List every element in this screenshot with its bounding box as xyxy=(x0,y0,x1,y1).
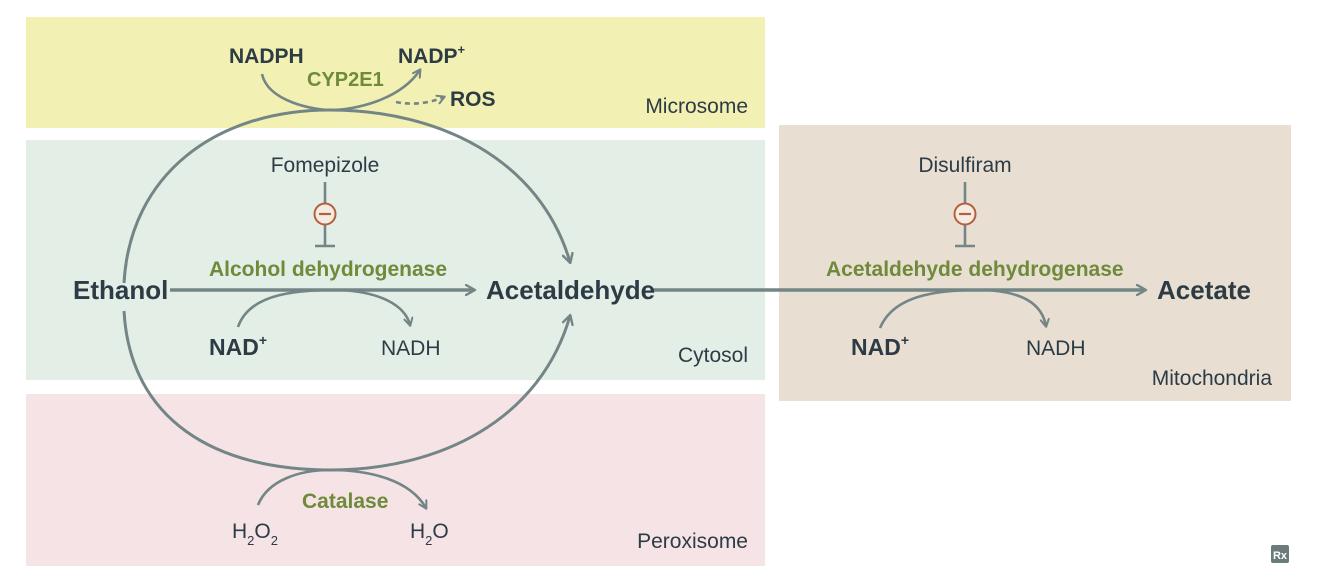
aldh-nadh-label: NADH xyxy=(1026,337,1086,360)
mitochondria-region xyxy=(779,125,1291,401)
adh-nadh-label: NADH xyxy=(381,337,441,360)
acetate-label: Acetate xyxy=(1157,275,1251,305)
fomepizole-label: Fomepizole xyxy=(271,154,380,177)
adh-label: Alcohol dehydrogenase xyxy=(209,258,447,281)
aldh-nad-label: NAD+ xyxy=(851,332,909,360)
nadph-label: NADPH xyxy=(229,45,304,68)
aldh-label: Acetaldehyde dehydrogenase xyxy=(826,258,1124,281)
ethanol-label: Ethanol xyxy=(73,275,168,305)
acetaldehyde-label: Acetaldehyde xyxy=(486,275,655,305)
nadph-to-nadp-arc xyxy=(260,70,420,112)
microsome-label: Microsome xyxy=(645,95,748,118)
ros-label: ROS xyxy=(450,88,496,111)
catalase-label: Catalase xyxy=(302,490,388,513)
rx-logo: Rx xyxy=(1273,550,1288,562)
microsome-region xyxy=(26,17,765,128)
peroxisome-region xyxy=(26,394,765,566)
ros-dashed-arrow xyxy=(395,97,444,105)
cytosol-region xyxy=(26,140,765,380)
cytosol-label: Cytosol xyxy=(678,344,748,367)
adh-nad-label: NAD+ xyxy=(209,332,267,360)
h2o2-label: H2O2 xyxy=(232,520,278,548)
aldh-cofactor-arc xyxy=(878,288,1046,329)
catalase-cofactor-arc xyxy=(256,468,426,508)
peroxisome-label: Peroxisome xyxy=(637,530,748,553)
cyp2e1-label: CYP2E1 xyxy=(307,69,384,91)
mitochondria-label: Mitochondria xyxy=(1152,367,1273,390)
h2o-label: H2O xyxy=(410,520,449,548)
rx-logo-box xyxy=(1271,545,1289,563)
nadp-label: NADP+ xyxy=(398,42,466,68)
disulfiram-label: Disulfiram xyxy=(918,154,1011,177)
adh-cofactor-arc xyxy=(236,288,410,328)
